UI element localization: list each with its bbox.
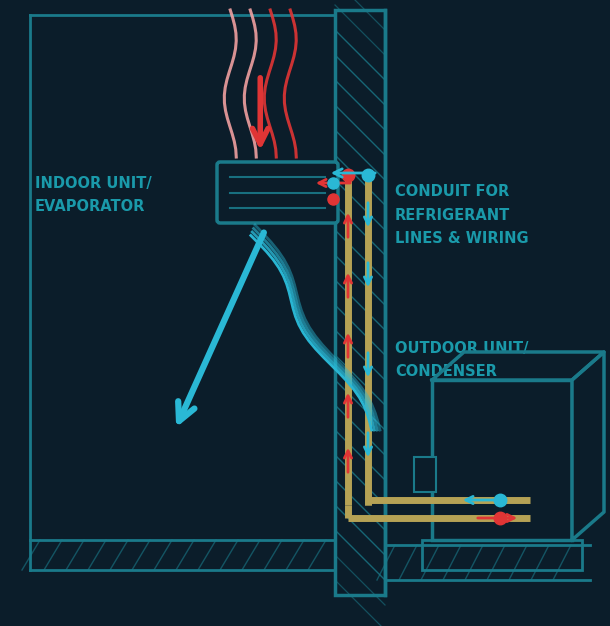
FancyBboxPatch shape: [217, 162, 338, 223]
Bar: [414, 457, 436, 492]
Bar: [335, 10, 385, 595]
Polygon shape: [572, 352, 604, 540]
Text: INDOOR UNIT/
EVAPORATOR: INDOOR UNIT/ EVAPORATOR: [35, 176, 152, 214]
Polygon shape: [432, 352, 604, 380]
Bar: [422, 540, 582, 570]
Text: CONDUIT FOR
REFRIGERANT
LINES & WIRING: CONDUIT FOR REFRIGERANT LINES & WIRING: [395, 184, 529, 246]
Text: OUTDOOR UNIT/
CONDENSER: OUTDOOR UNIT/ CONDENSER: [395, 341, 528, 379]
Bar: [432, 380, 572, 540]
